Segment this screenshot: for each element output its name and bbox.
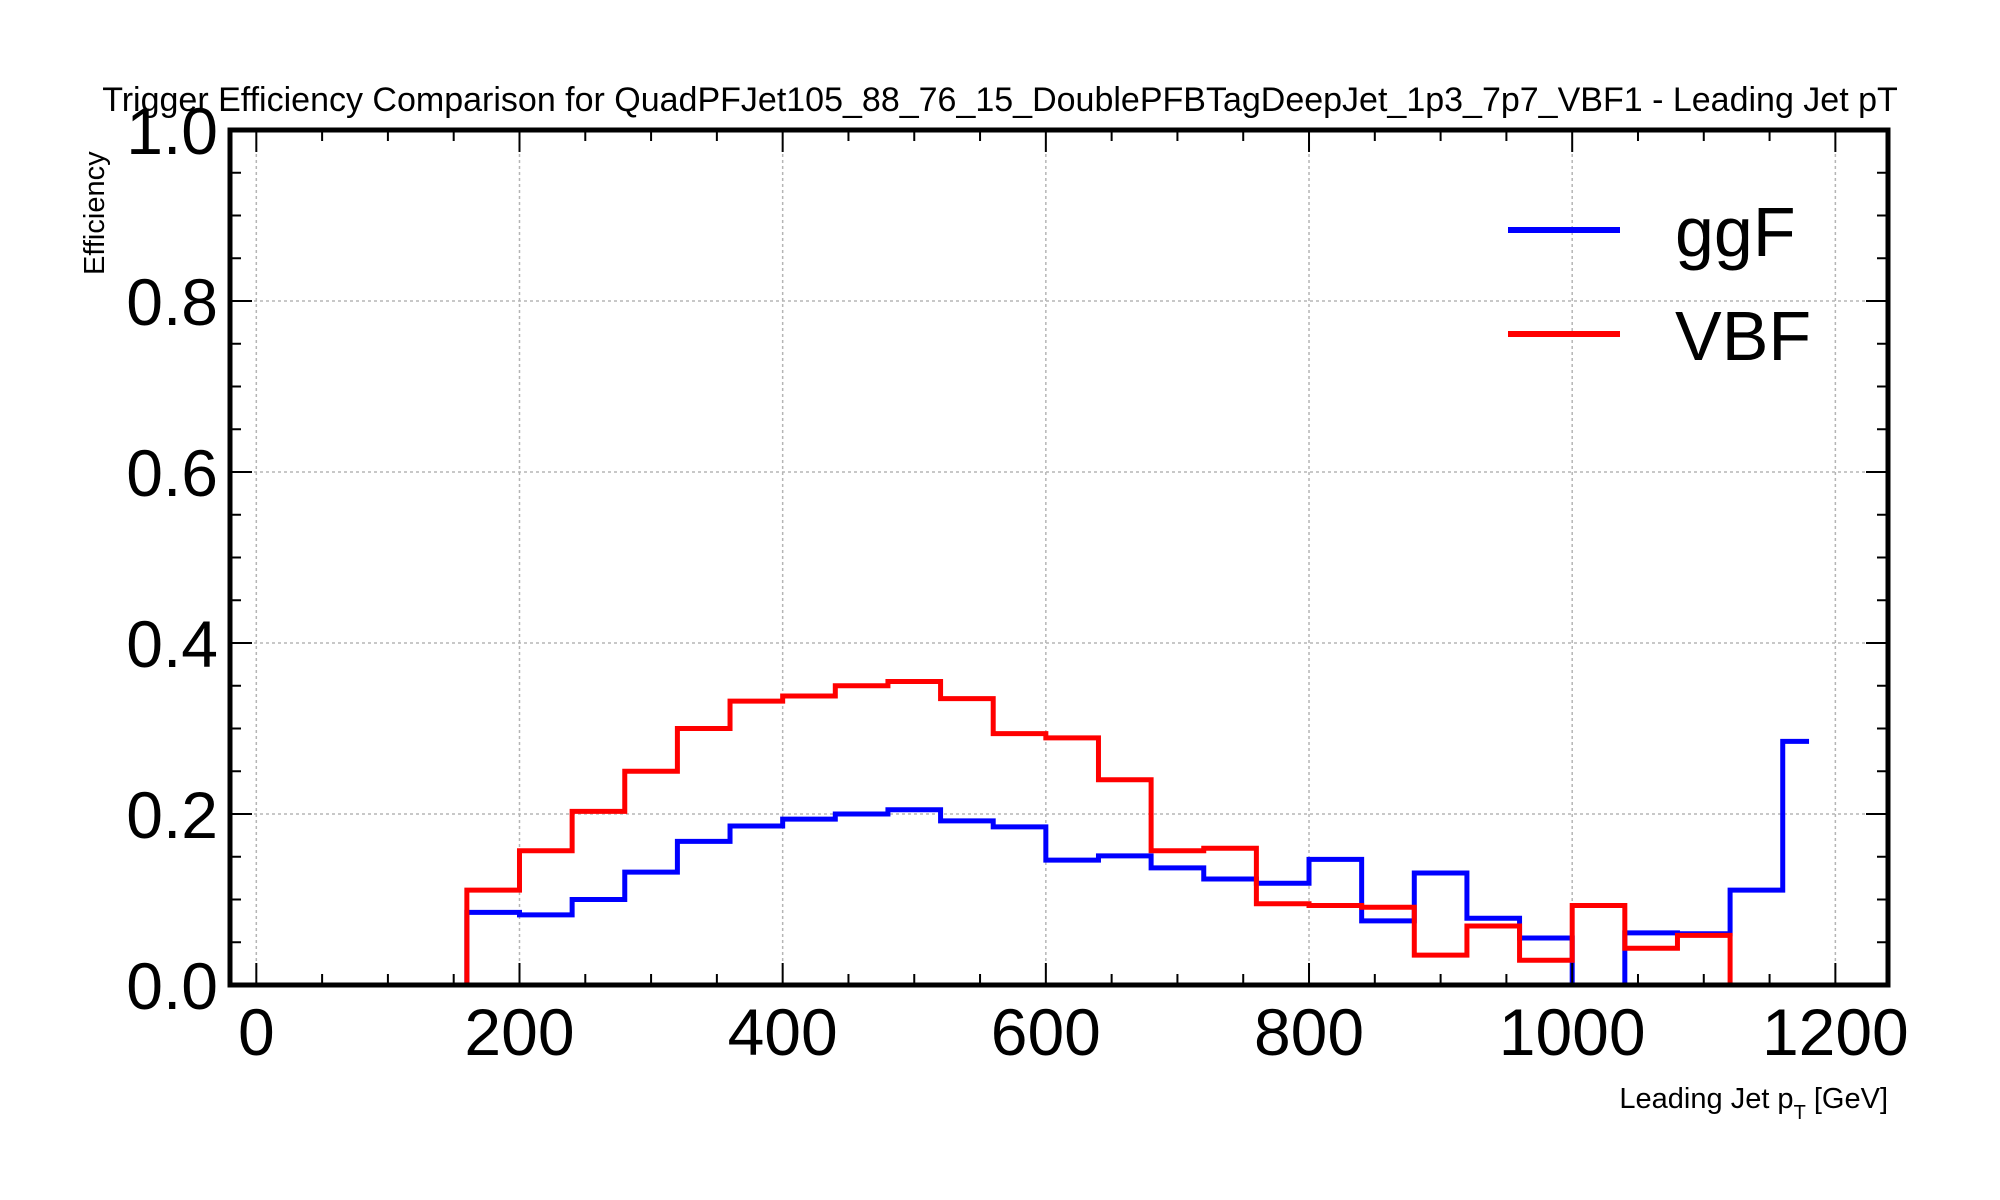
axis-ticks <box>230 129 1888 986</box>
x-tick-label-0: 0 <box>238 995 275 1069</box>
y-tick-label-1.0: 1.0 <box>126 94 218 168</box>
y-tick-label-0.8: 0.8 <box>126 265 218 339</box>
y-tick-label-0.6: 0.6 <box>126 436 218 510</box>
x-tick-label-400: 400 <box>728 995 838 1069</box>
y-axis-label: Efficiency <box>79 151 111 275</box>
x-axis-label: Leading Jet pT [GeV] <box>1619 1083 1888 1124</box>
x-tick-labels: 0 200 400 600 800 1000 1200 <box>238 995 1909 1069</box>
chart-title: Trigger Efficiency Comparison for QuadPF… <box>102 81 1898 119</box>
legend-label-ggf: ggF <box>1675 193 1796 271</box>
x-axis-label-sub: T <box>1794 1102 1806 1124</box>
x-tick-label-800: 800 <box>1254 995 1364 1069</box>
x-tick-label-200: 200 <box>464 995 574 1069</box>
y-tick-labels: 0.0 0.2 0.4 0.6 0.8 1.0 <box>126 94 218 1023</box>
legend: ggF VBF <box>1508 193 1811 375</box>
series-layer <box>464 678 1810 988</box>
x-axis-label-unit: [GeV] <box>1806 1083 1888 1115</box>
x-tick-label-600: 600 <box>991 995 1101 1069</box>
plot-frame <box>227 127 1891 988</box>
series-line-vbf <box>464 678 1783 988</box>
x-tick-label-1000: 1000 <box>1499 995 1646 1069</box>
x-axis-label-main: Leading Jet p <box>1619 1083 1793 1115</box>
y-tick-label-0.4: 0.4 <box>126 607 218 681</box>
y-tick-label-0.2: 0.2 <box>126 778 218 852</box>
y-tick-label-0.0: 0.0 <box>126 949 218 1023</box>
x-tick-label-1200: 1200 <box>1762 995 1909 1069</box>
legend-label-vbf: VBF <box>1675 297 1811 375</box>
grid <box>230 129 1888 986</box>
